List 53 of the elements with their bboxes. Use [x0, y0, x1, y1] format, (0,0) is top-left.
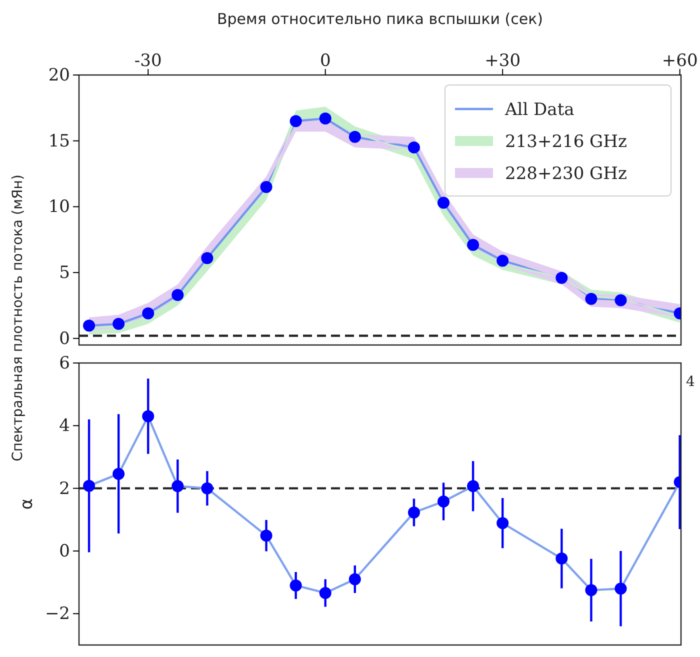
point [438, 196, 450, 209]
text: 4 [686, 374, 695, 390]
point [348, 573, 361, 586]
y-tick-label: 0 [59, 328, 70, 349]
legend-label: All Data [504, 100, 574, 120]
point [585, 584, 598, 596]
point [172, 288, 184, 301]
point [408, 506, 420, 518]
point [319, 586, 332, 599]
point [556, 272, 568, 284]
y-tick-label: 15 [48, 131, 70, 152]
point [556, 552, 568, 565]
point [112, 318, 125, 330]
point [290, 115, 302, 128]
point [201, 252, 214, 264]
point [142, 307, 154, 320]
point [585, 292, 598, 305]
point [112, 468, 125, 480]
legend-label: 228+230 GHz [505, 164, 627, 184]
point [438, 495, 450, 508]
point [201, 482, 214, 494]
x-tick-label: -30 [134, 51, 162, 71]
y-tick-label: 2 [59, 478, 70, 499]
point [614, 582, 627, 595]
y-tick-label: 4 [59, 416, 70, 436]
y-tick-label: 6 [59, 353, 70, 374]
y-tick-label: 20 [48, 65, 70, 86]
point [83, 480, 96, 492]
y-tick-label: 5 [59, 263, 70, 283]
y-tick-label: −2 [44, 604, 70, 624]
legend-label: 213+216 GHz [505, 132, 627, 152]
point [348, 130, 361, 143]
y-axis-title: Спектральная плотность потока (мЯн) [10, 174, 26, 462]
x-tick-label: 0 [320, 51, 331, 71]
point [467, 238, 480, 251]
y-axis-title: α [17, 498, 37, 510]
point [467, 480, 480, 492]
x-axis-title: Время относительно пика вспышки (сек) [216, 10, 544, 28]
point [290, 579, 302, 592]
y-tick-label: 0 [59, 541, 70, 562]
point [172, 480, 184, 492]
point [408, 141, 420, 154]
x-tick-label: +30 [484, 51, 521, 71]
point [614, 294, 627, 306]
x-tick-label: +60 [662, 51, 698, 71]
point [319, 112, 332, 124]
point [260, 530, 272, 542]
point [260, 180, 272, 193]
point [496, 254, 509, 267]
point [142, 410, 154, 422]
point [496, 517, 509, 530]
y-tick-label: 10 [48, 197, 70, 218]
point [83, 320, 96, 332]
